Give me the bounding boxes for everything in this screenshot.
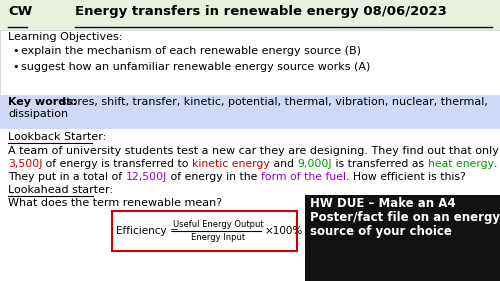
Bar [0, 129, 500, 281]
Text: 9,000J: 9,000J [298, 159, 332, 169]
Bar [305, 195, 500, 281]
Text: HW DUE – Make an A4: HW DUE – Make an A4 [310, 197, 456, 210]
Bar [0, 30, 500, 95]
Text: Learning Objectives:: Learning Objectives: [8, 32, 122, 42]
Text: What does the term renewable mean?: What does the term renewable mean? [8, 198, 222, 208]
Text: Energy transfers in renewable energy 08/06/2023: Energy transfers in renewable energy 08/… [75, 5, 447, 18]
Text: dissipation: dissipation [8, 109, 68, 119]
Text: Key words:: Key words: [8, 97, 77, 107]
Text: . How efficient is this?: . How efficient is this? [346, 172, 466, 182]
Text: A team of university students test a new car they are designing. They find out t: A team of university students test a new… [8, 146, 499, 156]
Text: explain the mechanism of each renewable energy source (B): explain the mechanism of each renewable … [21, 46, 361, 56]
Text: kinetic energy: kinetic energy [192, 159, 270, 169]
Text: of energy is transferred to: of energy is transferred to [42, 159, 192, 169]
Text: Efficiency =: Efficiency = [116, 226, 182, 236]
Text: Energy Input: Energy Input [191, 233, 245, 242]
Text: Lookback Starter:: Lookback Starter: [8, 132, 106, 142]
Text: and: and [270, 159, 298, 169]
Text: heat energy: heat energy [428, 159, 494, 169]
Text: •: • [12, 46, 18, 56]
Text: Useful Energy Output: Useful Energy Output [172, 220, 264, 229]
Text: is transferred as: is transferred as [332, 159, 428, 169]
Text: form of the fuel: form of the fuel [261, 172, 346, 182]
Text: .: . [494, 159, 498, 169]
Text: •: • [12, 62, 18, 72]
Text: CW: CW [8, 5, 32, 18]
Text: ×100%: ×100% [265, 226, 303, 236]
Text: suggest how an unfamiliar renewable energy source works (A): suggest how an unfamiliar renewable ener… [21, 62, 370, 72]
Text: source of your choice: source of your choice [310, 225, 452, 238]
Text: Poster/fact file on an energy: Poster/fact file on an energy [310, 211, 500, 224]
Bar [0, 95, 500, 129]
Text: They put in a total of: They put in a total of [8, 172, 126, 182]
Text: Lookahead starter:: Lookahead starter: [8, 185, 113, 195]
Text: 12,500J: 12,500J [126, 172, 167, 182]
Bar [112, 211, 297, 251]
Text: stores, shift, transfer, kinetic, potential, thermal, vibration, nuclear, therma: stores, shift, transfer, kinetic, potent… [57, 97, 488, 107]
Text: of energy in the: of energy in the [167, 172, 261, 182]
Text: 3,500J: 3,500J [8, 159, 42, 169]
Bar [0, 0, 500, 30]
